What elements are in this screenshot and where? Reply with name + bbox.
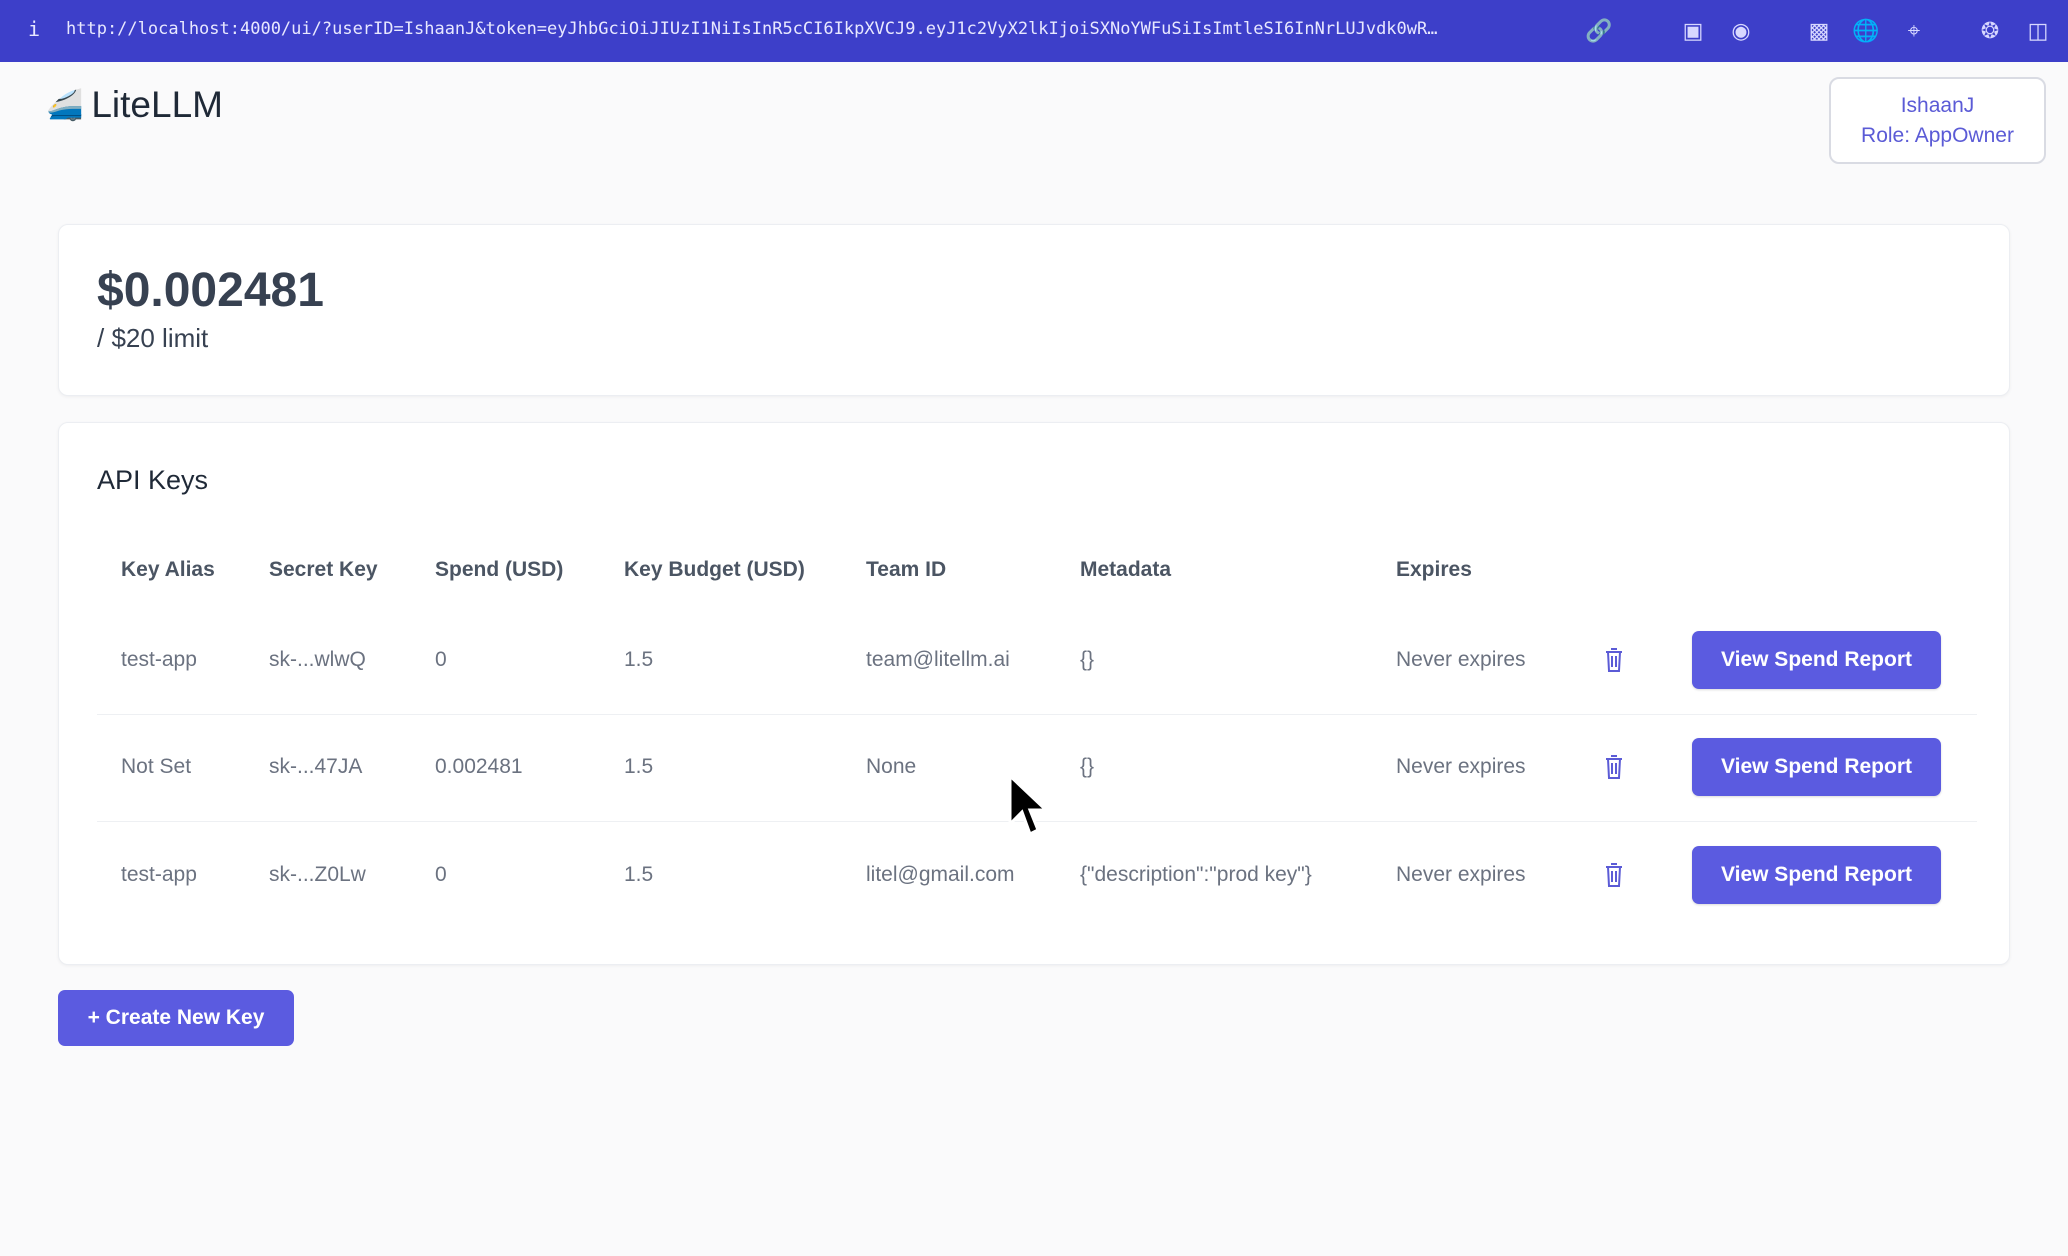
globe-icon[interactable]: 🌐	[1852, 18, 1880, 43]
cell-team: team@litellm.ai	[866, 648, 1010, 671]
cell-alias: test-app	[121, 648, 197, 671]
cell-secret: sk-...Z0Lw	[269, 863, 366, 886]
column-header[interactable]: Expires	[1396, 558, 1472, 581]
view-spend-report-button[interactable]: View Spend Report	[1692, 846, 1941, 904]
view-spend-report-button[interactable]: View Spend Report	[1692, 738, 1941, 796]
user-name: IshaanJ	[1900, 94, 1975, 117]
spend-card: $0.002481 / $20 limit	[58, 224, 2010, 396]
cell-spend: 0	[435, 648, 447, 671]
trash-icon[interactable]	[1604, 754, 1624, 780]
cell-spend: 0	[435, 863, 447, 886]
api-keys-title: API Keys	[97, 465, 209, 495]
camera-icon[interactable]: ◉	[1731, 18, 1751, 43]
cell-budget: 1.5	[624, 863, 654, 886]
logo: 🚄 LiteLLM	[46, 84, 223, 126]
mouse-cursor-icon	[1008, 774, 1050, 837]
cell-metadata: {}	[1080, 648, 1095, 671]
column-header[interactable]: Secret Key	[269, 558, 378, 581]
browser-toolbar: i http://localhost:4000/ui/?userID=Ishaa…	[0, 0, 2068, 62]
cell-budget: 1.5	[624, 648, 654, 671]
extension-icon[interactable]: ❂	[1980, 18, 2000, 43]
column-header[interactable]: Team ID	[866, 558, 947, 581]
row-divider	[97, 714, 1977, 715]
trash-icon[interactable]	[1604, 647, 1624, 673]
create-new-key-button[interactable]: + Create New Key	[58, 990, 294, 1046]
spend-amount: $0.002481	[97, 264, 324, 317]
column-header[interactable]: Key Budget (USD)	[624, 558, 805, 581]
trash-icon[interactable]	[1604, 862, 1624, 888]
crosshair-icon[interactable]: ⌖	[1907, 18, 1921, 43]
cell-expires: Never expires	[1396, 863, 1526, 886]
sidebar-icon[interactable]: ◫	[2027, 18, 2049, 43]
view-spend-report-button[interactable]: View Spend Report	[1692, 631, 1941, 689]
address-bar[interactable]: http://localhost:4000/ui/?userID=IshaanJ…	[66, 19, 1438, 39]
column-header[interactable]: Metadata	[1080, 558, 1172, 581]
terminal-icon[interactable]: ▩	[1808, 18, 1830, 43]
logo-text: LiteLLM	[91, 84, 223, 125]
cell-secret: sk-...47JA	[269, 755, 363, 778]
cell-budget: 1.5	[624, 755, 654, 778]
cell-metadata: {"description":"prod key"}	[1080, 863, 1312, 886]
cell-alias: Not Set	[121, 755, 192, 778]
column-header[interactable]: Key Alias	[121, 558, 215, 581]
cell-expires: Never expires	[1396, 648, 1526, 671]
user-badge[interactable]: IshaanJ Role: AppOwner	[1829, 77, 2046, 164]
link-icon[interactable]: 🔗	[1585, 18, 1613, 43]
cell-metadata: {}	[1080, 755, 1095, 778]
row-divider	[97, 821, 1977, 822]
train-icon: 🚄	[46, 88, 84, 122]
cell-spend: 0.002481	[435, 755, 523, 778]
cell-team: None	[866, 755, 917, 778]
user-role: Role: AppOwner	[1861, 124, 2014, 147]
info-icon[interactable]: i	[28, 17, 41, 41]
cell-alias: test-app	[121, 863, 197, 886]
cell-team: litel@gmail.com	[866, 863, 1015, 886]
spend-limit: / $20 limit	[97, 323, 209, 353]
column-header[interactable]: Spend (USD)	[435, 558, 564, 581]
api-keys-card: API Keys Key Alias Secret Key Spend (USD) K…	[58, 422, 2010, 965]
download-icon[interactable]: ▣	[1682, 18, 1704, 43]
cell-expires: Never expires	[1396, 755, 1526, 778]
cell-secret: sk-...wlwQ	[269, 648, 366, 671]
